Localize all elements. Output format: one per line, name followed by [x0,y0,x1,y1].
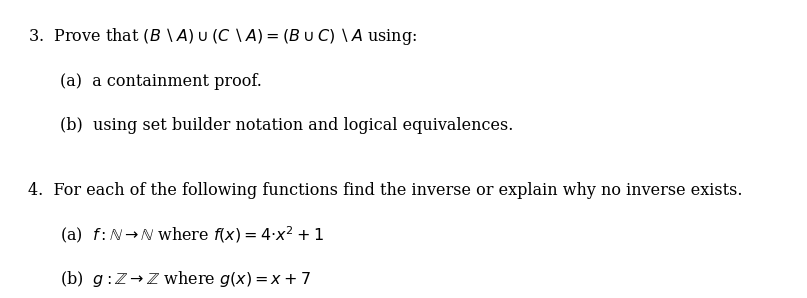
Text: (a)  $f : \mathbb{N} \to \mathbb{N}$ where $f(x) = 4{\cdot}x^2 + 1$: (a) $f : \mathbb{N} \to \mathbb{N}$ wher… [61,224,324,245]
Text: (b)  $g : \mathbb{Z} \to \mathbb{Z}$ where $g(x) = x + 7$: (b) $g : \mathbb{Z} \to \mathbb{Z}$ wher… [61,269,311,289]
Text: 4.  For each of the following functions find the inverse or explain why no inver: 4. For each of the following functions f… [27,182,742,199]
Text: 3.  Prove that $(B\setminus A) \cup (C\setminus A) = (B \cup C)\setminus A$ usin: 3. Prove that $(B\setminus A) \cup (C\se… [27,26,417,47]
Text: (a)  a containment proof.: (a) a containment proof. [61,73,262,90]
Text: (b)  using set builder notation and logical equivalences.: (b) using set builder notation and logic… [61,117,513,134]
